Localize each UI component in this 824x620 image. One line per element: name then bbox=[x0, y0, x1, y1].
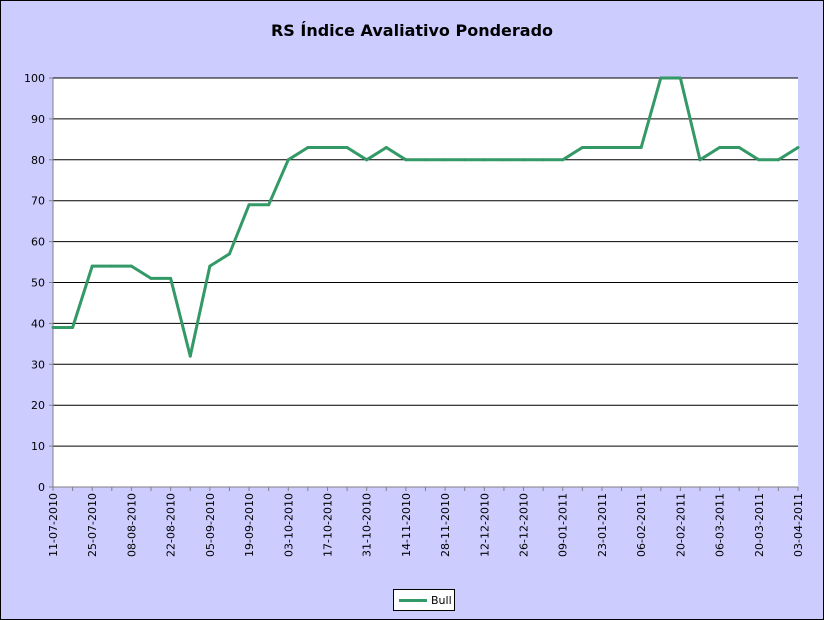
data-point bbox=[522, 158, 526, 162]
data-point bbox=[463, 158, 467, 162]
legend-swatch-bull bbox=[399, 598, 427, 602]
x-tick-label: 14-11-2010 bbox=[400, 493, 413, 557]
data-point bbox=[502, 158, 506, 162]
data-point bbox=[306, 146, 310, 150]
x-tick-label: 05-09-2010 bbox=[204, 493, 217, 557]
data-point bbox=[90, 264, 94, 268]
x-tick-label: 09-01-2011 bbox=[557, 493, 570, 557]
x-tick-label: 22-08-2010 bbox=[165, 493, 178, 557]
y-tick-label: 20 bbox=[31, 399, 45, 412]
data-point bbox=[149, 276, 153, 280]
y-tick-label: 60 bbox=[31, 236, 45, 249]
data-point bbox=[580, 146, 584, 150]
data-point bbox=[718, 146, 722, 150]
data-point bbox=[286, 158, 290, 162]
data-point bbox=[776, 158, 780, 162]
data-point bbox=[267, 203, 271, 207]
y-tick-label: 0 bbox=[38, 481, 45, 494]
y-tick-label: 90 bbox=[31, 113, 45, 126]
data-point bbox=[443, 158, 447, 162]
legend: Bull bbox=[393, 589, 455, 611]
data-point bbox=[659, 76, 663, 80]
data-point bbox=[110, 264, 114, 268]
x-tick-label: 03-04-2011 bbox=[792, 493, 805, 557]
x-tick-label: 06-02-2011 bbox=[635, 493, 648, 557]
data-point bbox=[325, 146, 329, 150]
data-point bbox=[247, 203, 251, 207]
data-point bbox=[639, 146, 643, 150]
data-point bbox=[796, 146, 800, 150]
data-point bbox=[51, 325, 55, 329]
data-point bbox=[365, 158, 369, 162]
x-tick-label: 11-07-2010 bbox=[47, 493, 60, 557]
data-point bbox=[129, 264, 133, 268]
y-tick-label: 70 bbox=[31, 195, 45, 208]
data-point bbox=[482, 158, 486, 162]
data-point bbox=[384, 146, 388, 150]
x-tick-label: 12-12-2010 bbox=[478, 493, 491, 557]
data-point bbox=[698, 158, 702, 162]
y-tick-label: 10 bbox=[31, 440, 45, 453]
data-point bbox=[737, 146, 741, 150]
x-tick-label: 23-01-2011 bbox=[596, 493, 609, 557]
x-tick-label: 19-09-2010 bbox=[243, 493, 256, 557]
y-tick-label: 80 bbox=[31, 154, 45, 167]
legend-label-bull: Bull bbox=[431, 593, 452, 607]
x-tick-label: 20-03-2011 bbox=[753, 493, 766, 557]
data-point bbox=[600, 146, 604, 150]
data-point bbox=[757, 158, 761, 162]
data-point bbox=[345, 146, 349, 150]
y-tick-label: 30 bbox=[31, 358, 45, 371]
data-point bbox=[188, 354, 192, 358]
x-tick-label: 31-10-2010 bbox=[361, 493, 374, 557]
x-tick-label: 28-11-2010 bbox=[439, 493, 452, 557]
data-point bbox=[208, 264, 212, 268]
data-point bbox=[404, 158, 408, 162]
y-tick-label: 50 bbox=[31, 277, 45, 290]
data-point bbox=[227, 252, 231, 256]
data-point bbox=[620, 146, 624, 150]
y-tick-label: 100 bbox=[24, 72, 45, 85]
x-tick-label: 25-07-2010 bbox=[86, 493, 99, 557]
x-tick-label: 06-03-2011 bbox=[714, 493, 727, 557]
data-point bbox=[424, 158, 427, 162]
data-point bbox=[561, 158, 565, 162]
chart-title: RS Índice Avaliativo Ponderado bbox=[270, 21, 554, 40]
x-tick-label: 08-08-2010 bbox=[125, 493, 138, 557]
y-tick-label: 40 bbox=[31, 317, 45, 330]
data-point bbox=[71, 325, 75, 329]
x-tick-label: 20-02-2011 bbox=[674, 493, 687, 557]
x-tick-label: 26-12-2010 bbox=[518, 493, 531, 557]
x-tick-label: 03-10-2010 bbox=[282, 493, 295, 557]
data-point bbox=[169, 276, 173, 280]
data-point bbox=[541, 158, 545, 162]
x-tick-label: 17-10-2010 bbox=[321, 493, 334, 557]
data-point bbox=[678, 76, 682, 80]
